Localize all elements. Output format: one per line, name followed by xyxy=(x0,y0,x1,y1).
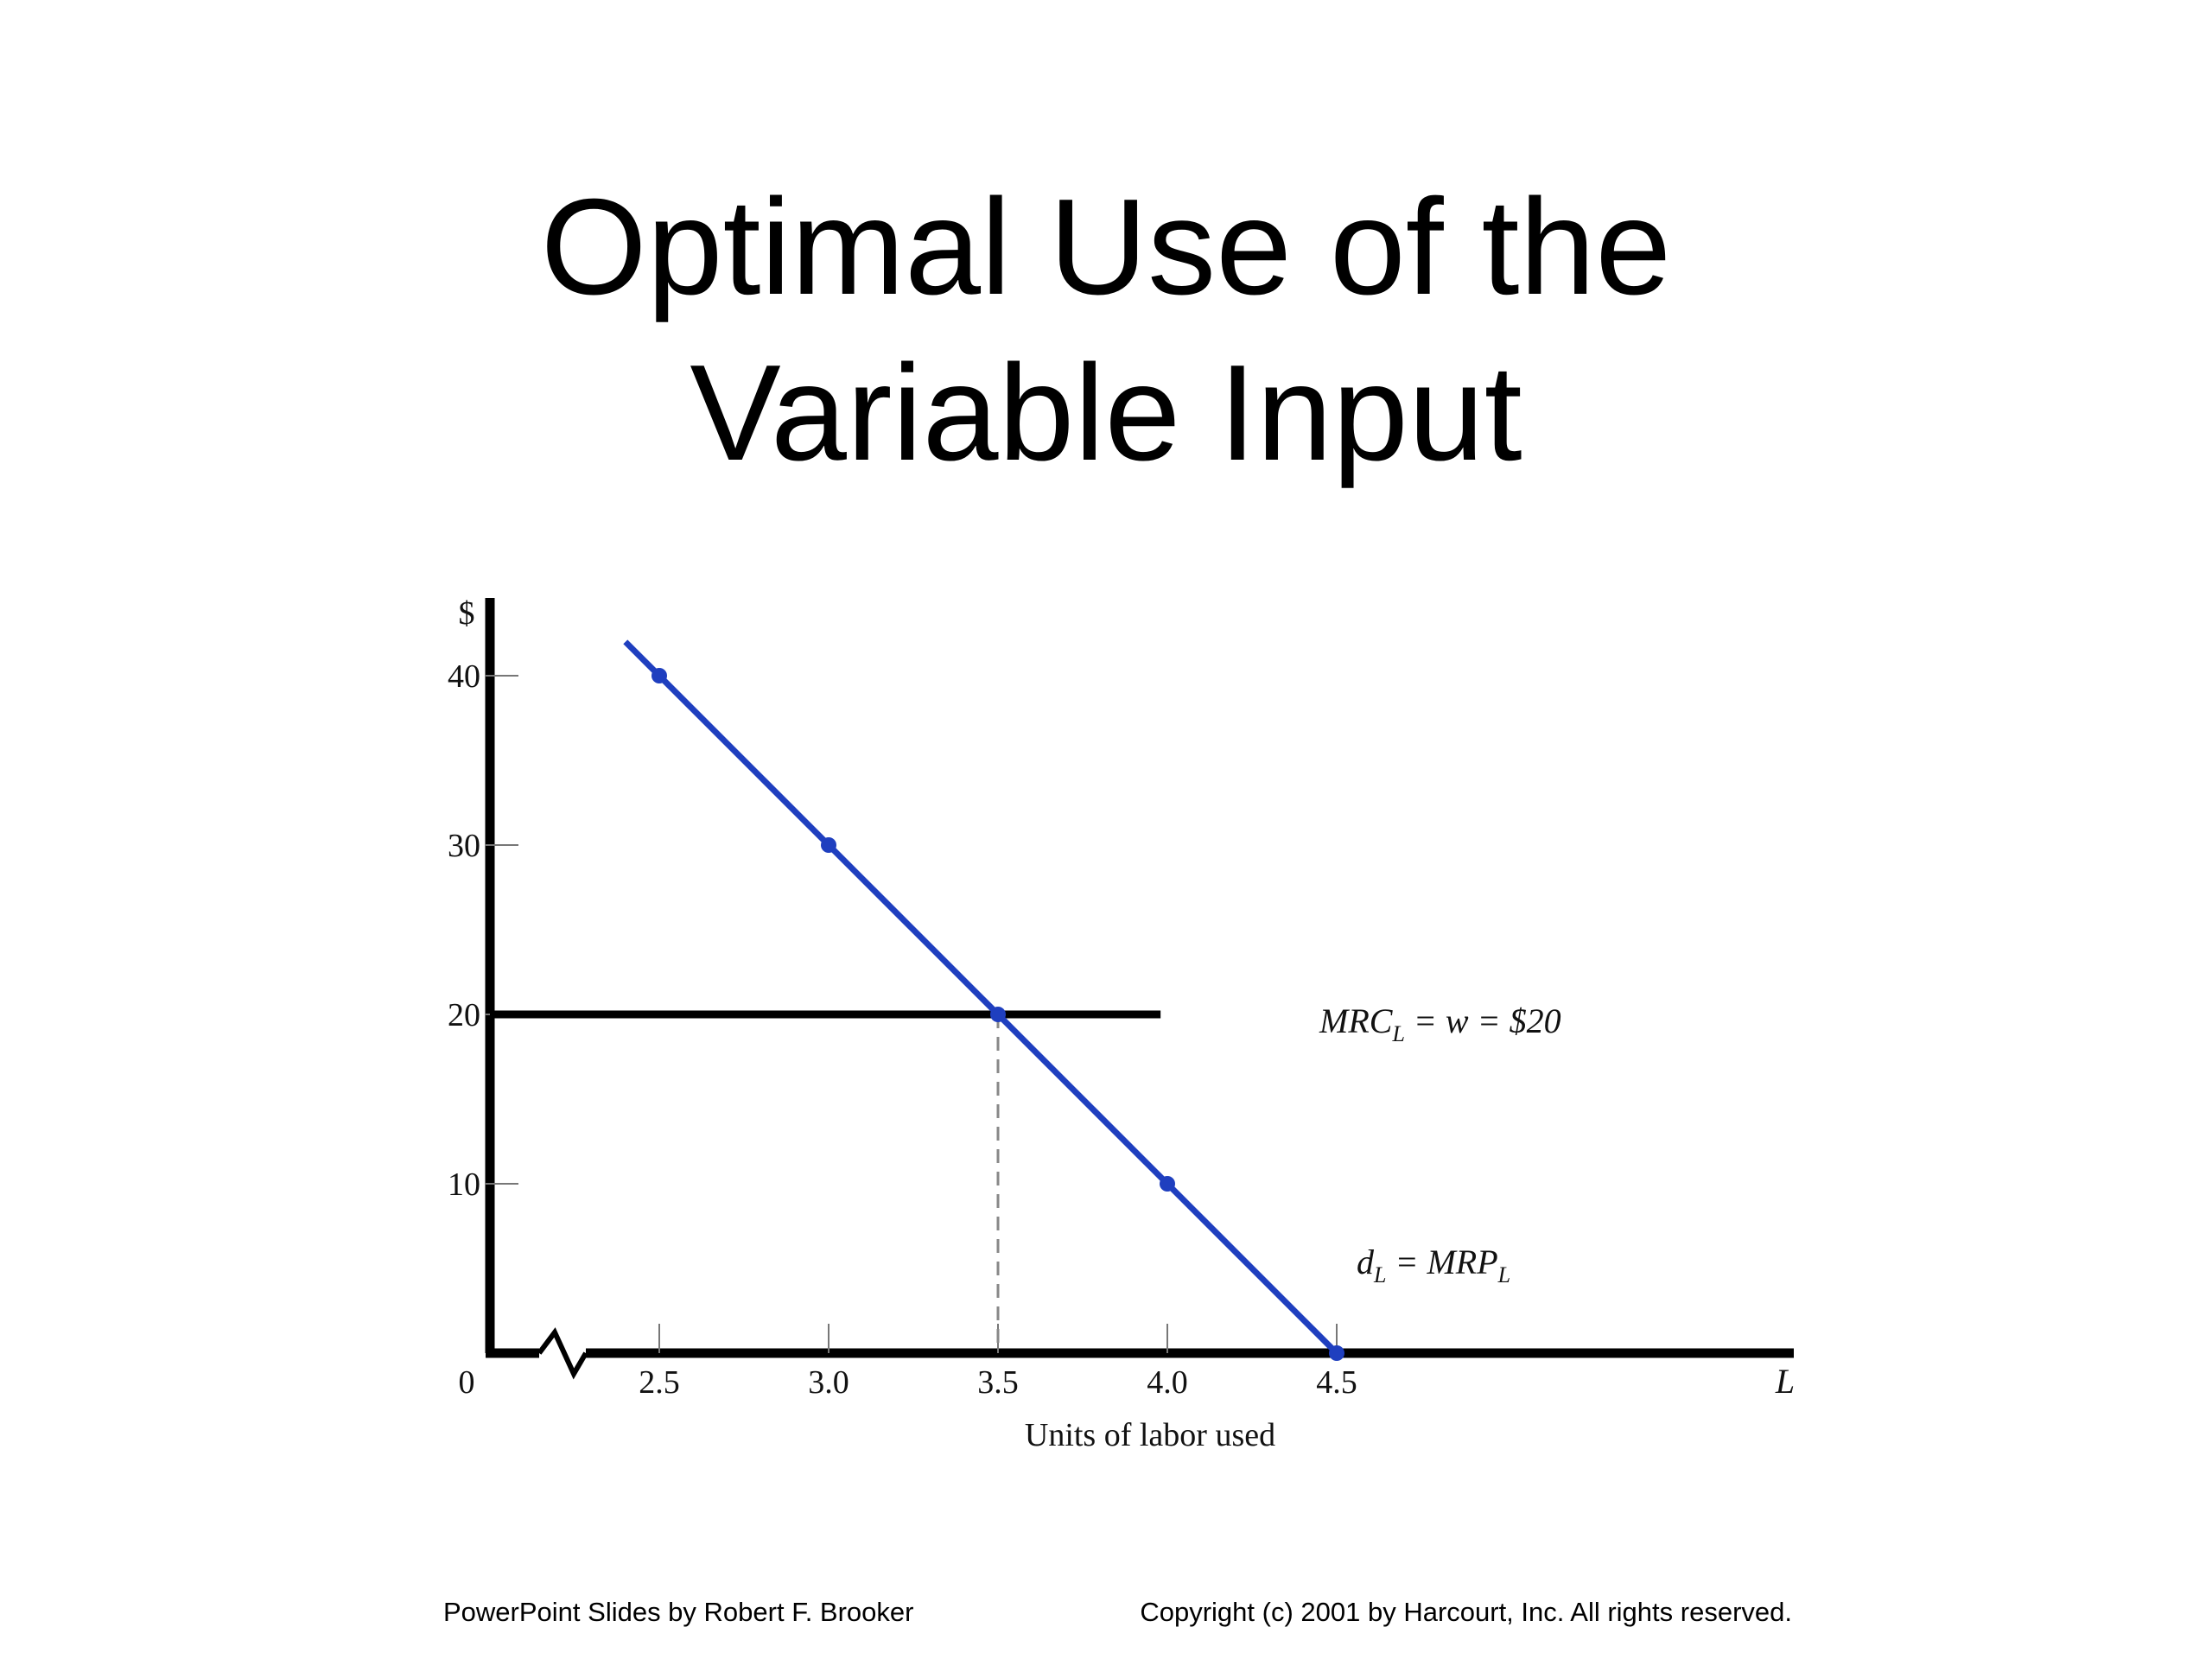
x-tick-label-3.5: 3.5 xyxy=(977,1364,1019,1401)
y-tick-label-20: 20 xyxy=(448,997,480,1033)
demand-line xyxy=(623,639,1339,1356)
x-ticks: 2.5 3.0 3.5 4.0 4.5 xyxy=(639,1324,1357,1401)
mrc-label: MRCL = w = $20 xyxy=(1319,1001,1561,1046)
x-axis-end-label: L xyxy=(1775,1362,1795,1401)
footer-left: PowerPoint Slides by Robert F. Brooker xyxy=(443,1597,914,1627)
y-tick-label-10: 10 xyxy=(448,1166,480,1203)
x-tick-label-2.5: 2.5 xyxy=(639,1364,680,1401)
demand-points xyxy=(652,668,1344,1361)
x-axis-break-icon xyxy=(537,1327,588,1380)
x-tick-label-3.0: 3.0 xyxy=(808,1364,849,1401)
y-tick-label-40: 40 xyxy=(448,658,480,695)
demand-point-1 xyxy=(821,837,836,853)
y-axis-label: $ xyxy=(459,595,475,632)
demand-point-4 xyxy=(1329,1345,1344,1361)
demand-point-0 xyxy=(652,668,667,683)
footer-right: Copyright (c) 2001 by Harcourt, Inc. All… xyxy=(1140,1597,1792,1627)
origin-label: 0 xyxy=(459,1364,475,1401)
y-tick-label-30: 30 xyxy=(448,828,480,864)
title-line-2: Variable Input xyxy=(690,337,1522,489)
x-axis xyxy=(486,1327,1794,1380)
y-ticks: 10 20 30 40 xyxy=(448,658,518,1203)
x-tick-label-4.5: 4.5 xyxy=(1316,1364,1357,1401)
demand-point-2 xyxy=(990,1007,1006,1022)
x-tick-label-4.0: 4.0 xyxy=(1147,1364,1188,1401)
title-line-1: Optimal Use of the xyxy=(540,171,1672,323)
demand-point-3 xyxy=(1160,1176,1175,1192)
x-axis-title: Units of labor used xyxy=(1025,1417,1275,1453)
slide-title: Optimal Use of the Variable Input xyxy=(0,164,2212,496)
demand-label: dL = MRPL xyxy=(1357,1243,1510,1287)
